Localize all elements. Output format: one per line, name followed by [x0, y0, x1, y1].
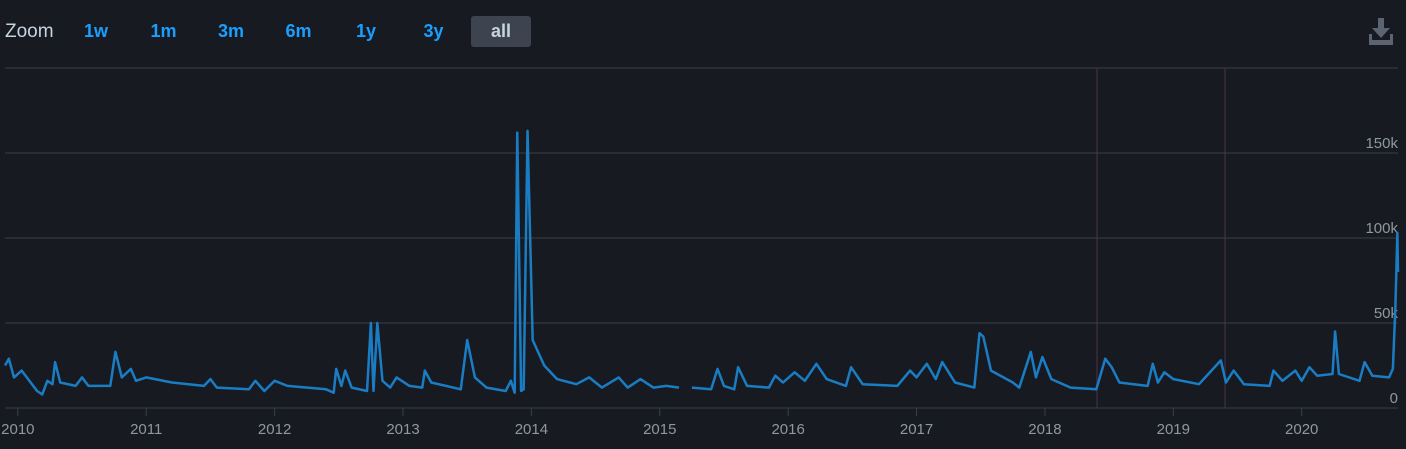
x-tick-label: 2017 — [900, 421, 933, 438]
x-tick-label: 2010 — [1, 421, 34, 438]
y-tick-label: 0 — [1390, 390, 1398, 407]
zoom-button[interactable]: 1w — [84, 21, 109, 41]
x-tick-label: 2016 — [771, 421, 804, 438]
zoom-button[interactable]: 1y — [356, 21, 376, 41]
download-icon[interactable] — [1369, 18, 1393, 45]
zoom-button[interactable]: 3y — [423, 21, 443, 41]
zoom-button[interactable]: all — [491, 21, 511, 41]
y-tick-label: 100k — [1365, 220, 1398, 237]
zoom-button[interactable]: 6m — [285, 21, 311, 41]
x-tick-label: 2019 — [1157, 421, 1190, 438]
x-tick-label: 2011 — [130, 421, 162, 438]
x-tick-label: 2012 — [258, 421, 291, 438]
zoom-button-bg — [471, 16, 531, 47]
y-tick-label: 50k — [1374, 305, 1399, 322]
data-line — [3, 129, 1400, 396]
zoom-label: Zoom — [5, 21, 54, 42]
x-tick-label: 2014 — [515, 421, 548, 438]
x-tick-label: 2013 — [386, 421, 419, 438]
zoom-button[interactable]: 3m — [218, 21, 244, 41]
zoom-button[interactable]: 1m — [150, 21, 176, 41]
x-tick-label: 2018 — [1028, 421, 1061, 438]
zoom-buttons: 1w 1m 3m 6m 1y 3y all — [84, 16, 531, 47]
y-tick-label: 150k — [1365, 135, 1398, 152]
x-tick-label: 2015 — [643, 421, 676, 438]
x-tick-label: 2020 — [1285, 421, 1318, 438]
